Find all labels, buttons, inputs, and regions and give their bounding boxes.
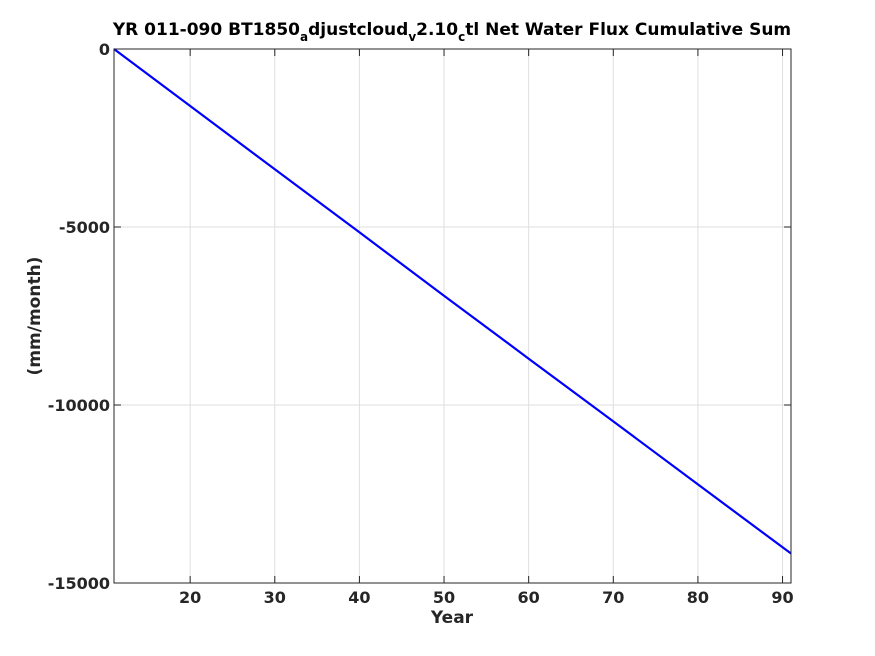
y-tick-label: -10000 xyxy=(48,396,110,415)
x-tick-label: 40 xyxy=(348,588,370,607)
title-subscript: a xyxy=(300,30,308,44)
chart-title: YR 011-090 BT1850adjustcloudv2.10ctl Net… xyxy=(112,20,791,44)
x-tick-label: 20 xyxy=(179,588,201,607)
x-axis-label: Year xyxy=(430,608,474,628)
x-tick-label: 70 xyxy=(602,588,624,607)
series-line xyxy=(113,48,792,555)
x-tick-label: 60 xyxy=(518,588,540,607)
title-subscript: v xyxy=(408,30,416,44)
x-tick-label: 30 xyxy=(264,588,286,607)
title-segment: 2.10 xyxy=(416,20,458,40)
y-tick-label: -5000 xyxy=(59,218,110,237)
y-axis-label: (mm/month) xyxy=(25,257,45,376)
title-segment: YR 011-090 BT1850 xyxy=(112,20,300,40)
x-tick-label: 80 xyxy=(687,588,709,607)
y-tick-label: 0 xyxy=(99,40,110,59)
ticks xyxy=(114,48,791,584)
title-subscript: c xyxy=(458,30,465,44)
title-segment: djustcloud xyxy=(308,20,408,40)
title-segment: tl Net Water Flux Cumulative Sum xyxy=(465,20,791,40)
tick-labels: 20 30 40 50 60 70 80 90 0 -5000 -10000 -15000 xyxy=(48,40,794,607)
plot-frame xyxy=(113,48,792,584)
series-layer xyxy=(113,48,792,555)
plot-background xyxy=(114,49,791,583)
x-tick-label: 50 xyxy=(433,588,455,607)
x-tick-label: 90 xyxy=(771,588,793,607)
y-tick-label: -15000 xyxy=(48,574,110,593)
